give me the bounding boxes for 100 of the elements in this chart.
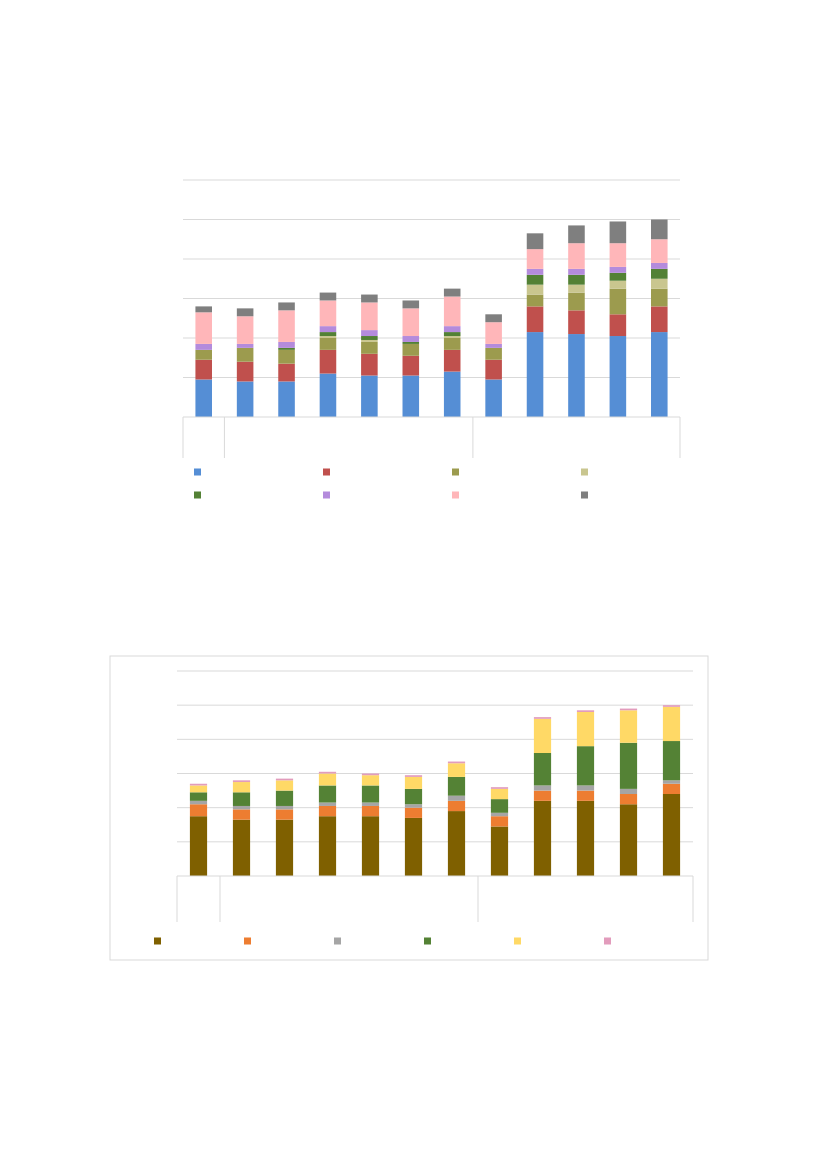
bar bbox=[490, 788, 509, 800]
bar bbox=[568, 284, 585, 293]
bar bbox=[526, 284, 544, 295]
bar bbox=[609, 221, 627, 244]
bar bbox=[447, 763, 466, 777]
bar bbox=[236, 361, 254, 382]
bar bbox=[651, 268, 668, 279]
bar bbox=[318, 816, 337, 876]
bar bbox=[568, 225, 585, 244]
bar bbox=[278, 302, 295, 311]
bar bbox=[662, 794, 681, 876]
bar bbox=[404, 788, 423, 805]
bar bbox=[485, 343, 502, 348]
bar bbox=[447, 800, 466, 812]
bar bbox=[189, 792, 208, 801]
bar bbox=[568, 310, 585, 335]
bar bbox=[662, 780, 681, 784]
bar bbox=[651, 239, 668, 263]
bar bbox=[619, 788, 638, 794]
bar bbox=[361, 775, 380, 786]
bar bbox=[275, 819, 294, 876]
bar bbox=[568, 292, 585, 311]
bar bbox=[619, 804, 638, 876]
bar bbox=[651, 219, 668, 240]
bar bbox=[443, 332, 461, 337]
bar bbox=[402, 343, 420, 356]
bar bbox=[195, 359, 212, 380]
bar bbox=[361, 805, 380, 817]
bar bbox=[361, 341, 378, 354]
bar bbox=[195, 343, 212, 350]
bar bbox=[195, 312, 212, 344]
bar bbox=[361, 302, 378, 331]
bar bbox=[195, 306, 212, 313]
bar bbox=[576, 790, 595, 801]
bar bbox=[526, 274, 544, 285]
bar bbox=[443, 326, 461, 333]
bar bbox=[232, 782, 251, 793]
bar bbox=[568, 243, 585, 269]
bar bbox=[278, 381, 295, 417]
bar bbox=[319, 349, 337, 374]
bar bbox=[619, 742, 638, 789]
bar bbox=[319, 373, 337, 417]
bar bbox=[619, 710, 638, 743]
bar bbox=[609, 314, 627, 337]
bar bbox=[526, 306, 544, 333]
bar bbox=[275, 790, 294, 806]
bar bbox=[662, 783, 681, 794]
bar bbox=[490, 826, 509, 876]
bar bbox=[189, 785, 208, 793]
bar bbox=[278, 341, 295, 348]
bar bbox=[361, 336, 378, 340]
bar bbox=[526, 294, 544, 307]
bar bbox=[278, 363, 295, 382]
bar bbox=[361, 816, 380, 876]
bar bbox=[443, 349, 461, 372]
bar bbox=[485, 347, 502, 360]
bar bbox=[485, 379, 502, 417]
bar bbox=[319, 338, 337, 350]
bar bbox=[651, 288, 668, 307]
bar bbox=[443, 296, 461, 327]
bar bbox=[361, 294, 378, 303]
bar bbox=[609, 243, 627, 267]
bar bbox=[404, 776, 423, 789]
bar bbox=[402, 300, 420, 309]
bar bbox=[278, 349, 295, 364]
bar bbox=[609, 266, 627, 273]
bar bbox=[619, 794, 638, 805]
bar bbox=[576, 746, 595, 786]
bar bbox=[361, 330, 378, 337]
bar bbox=[576, 800, 595, 876]
bar bbox=[485, 322, 502, 344]
bar bbox=[195, 379, 212, 417]
bar bbox=[319, 332, 337, 337]
bar bbox=[319, 300, 337, 327]
bar bbox=[576, 785, 595, 791]
bar bbox=[443, 338, 461, 350]
bar bbox=[447, 811, 466, 876]
bar bbox=[361, 785, 380, 803]
bar bbox=[232, 792, 251, 806]
bar bbox=[485, 314, 502, 323]
bar bbox=[278, 310, 295, 342]
bar bbox=[361, 353, 378, 376]
bar bbox=[404, 817, 423, 876]
bar bbox=[651, 262, 668, 269]
bar bbox=[402, 375, 420, 417]
bar bbox=[651, 332, 668, 417]
bar bbox=[232, 809, 251, 820]
bar bbox=[568, 268, 585, 275]
bar bbox=[232, 819, 251, 876]
bar bbox=[319, 326, 337, 333]
bar bbox=[275, 809, 294, 820]
bar bbox=[576, 712, 595, 747]
bar bbox=[662, 741, 681, 781]
bar bbox=[485, 359, 502, 380]
bar bbox=[402, 355, 420, 376]
bar bbox=[443, 371, 461, 417]
bar bbox=[533, 718, 552, 753]
bar bbox=[236, 308, 254, 317]
bar bbox=[662, 706, 681, 742]
bar bbox=[526, 332, 544, 417]
